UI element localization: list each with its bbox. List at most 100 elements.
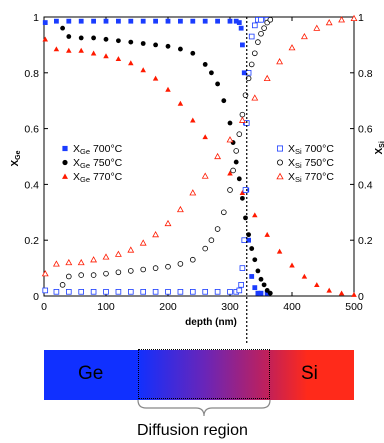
data-point [127,289,134,295]
data-point [245,70,252,76]
data-point [215,18,220,24]
data-point [91,18,96,24]
data-point [239,265,246,271]
data-point [264,231,270,237]
data-point [103,53,109,59]
data-point [350,14,358,22]
data-point [202,18,208,24]
y-tick-label: 1 [33,12,39,24]
legend-marker [276,159,283,166]
data-point [165,86,171,92]
data-point [314,282,320,288]
data-point [139,239,147,246]
data-point [103,18,109,24]
composition-bar: Ge Si [44,349,354,400]
data-point [189,289,196,295]
data-point [42,287,49,294]
data-point [164,219,172,227]
data-point [242,187,249,193]
data-point [53,46,60,52]
data-point [202,245,209,252]
y-tick-label: 0.6 [24,124,39,136]
data-point [276,248,283,254]
diffusion-region-box [138,349,270,399]
data-point [152,265,159,271]
data-point [238,116,246,123]
data-point [140,266,147,273]
legend-entry: XGe 770°C [73,171,123,184]
data-point [261,25,267,31]
data-point [102,253,110,260]
data-point [241,237,248,244]
data-point [289,262,295,268]
data-point [190,18,196,24]
data-point [176,205,184,213]
data-point [248,33,255,40]
gradient-bar [44,350,354,400]
data-point [264,290,270,296]
diffusion-profile-chart: 0 100 200 300 400 50000.20.40.60.8100.20.40.6… [10,12,384,345]
series-si-square-open [42,16,270,295]
data-point [152,75,159,81]
legend-entry: XGe 750°C [73,157,123,170]
series-ge-circle-filled [60,25,273,296]
data-point [202,134,208,140]
x-tick-label: 500 [345,301,363,313]
data-point [236,287,243,294]
y-axis-label-right: XSi [374,141,384,154]
data-point [59,282,66,288]
data-point [214,289,221,295]
data-point [165,18,171,24]
data-point [165,289,171,295]
data-point [276,58,284,65]
data-point [128,60,134,66]
data-point [66,34,72,39]
data-point [209,70,214,76]
data-point [152,289,159,295]
data-point [238,282,244,288]
data-point [153,18,158,24]
data-point [240,195,245,201]
data-point [103,36,109,42]
data-point [239,111,246,118]
data-point [78,18,84,24]
data-point [78,35,84,41]
data-point [258,16,264,23]
data-point [227,18,233,24]
data-point [60,25,65,31]
data-point [208,237,215,244]
legend-marker [62,145,68,152]
data-point [54,18,59,24]
plot-frame [43,16,355,297]
data-point [165,43,171,49]
data-point [221,98,227,104]
data-point [78,47,84,53]
data-point [128,268,134,274]
data-point [227,120,233,126]
data-point [246,232,252,238]
data-point [77,258,85,266]
data-point [313,24,321,31]
y-tick-label-right: 0 [358,291,364,303]
data-point [233,148,240,154]
data-point [165,263,171,270]
data-point [114,250,122,257]
x-tick-label: 100 [97,301,115,313]
legend-marker [276,145,283,152]
data-point [258,30,264,37]
data-point [255,290,261,296]
diffusion-region-bracket [137,399,271,417]
data-point [255,39,261,45]
data-point [240,42,245,48]
data-point [236,20,242,25]
data-point [215,81,221,87]
legend-marker [276,172,284,180]
legend-entry: XSi 750°C [288,157,334,170]
diffusion-region-caption: Diffusion region [137,422,248,439]
bar-label-ge: Ge [78,363,104,384]
data-point [239,190,246,195]
data-point [115,56,122,62]
data-point [351,291,357,297]
series-ge-triangle-filled [42,36,357,297]
